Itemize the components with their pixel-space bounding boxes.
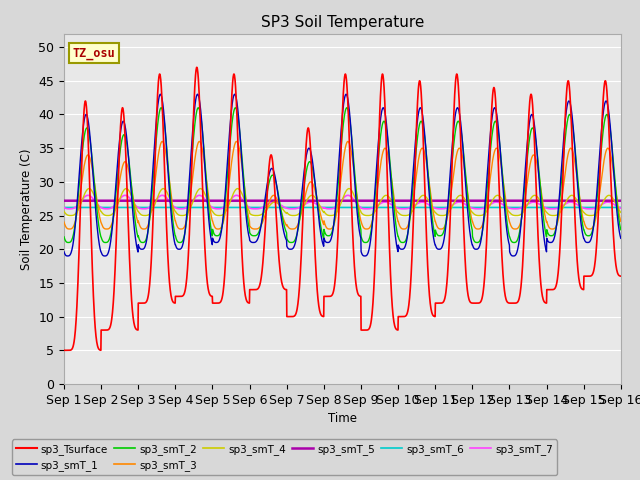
Text: TZ_osu: TZ_osu [72, 47, 115, 60]
Title: SP3 Soil Temperature: SP3 Soil Temperature [260, 15, 424, 30]
X-axis label: Time: Time [328, 412, 357, 425]
Y-axis label: Soil Temperature (C): Soil Temperature (C) [20, 148, 33, 270]
Legend: sp3_Tsurface, sp3_smT_1, sp3_smT_2, sp3_smT_3, sp3_smT_4, sp3_smT_5, sp3_smT_6, : sp3_Tsurface, sp3_smT_1, sp3_smT_2, sp3_… [12, 439, 557, 475]
